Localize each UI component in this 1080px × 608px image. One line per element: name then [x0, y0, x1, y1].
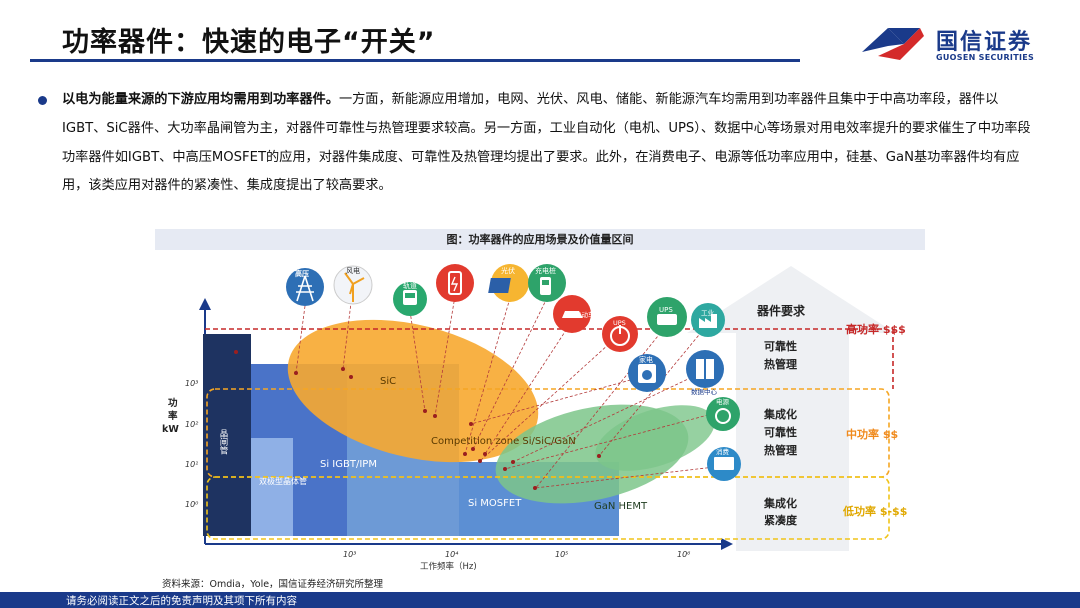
ups-battery-icon: [647, 297, 687, 337]
y-axis-label-1: 功: [168, 397, 178, 409]
mid-req-2: 可靠性: [764, 425, 797, 439]
y-tick-1000: 10³: [185, 379, 198, 388]
bjt-label: 双极型晶体管: [259, 476, 307, 486]
leader-dots: [234, 350, 601, 490]
low-power-label: 低功率 $-$$: [842, 504, 907, 518]
figure-title: 图：功率器件的应用场景及价值量区间: [155, 229, 925, 250]
y-axis-label-unit: kW: [162, 424, 179, 435]
wind-icon: [333, 265, 373, 305]
sic-ellipse: [287, 319, 539, 463]
industry-icon-label: 工业: [701, 308, 715, 317]
paragraph-text: 一方面，新能源应用增加，电网、光伏、风电、储能、新能源汽车均需用到功率器件且集中…: [62, 92, 1031, 194]
si-mosfet-label: Si MOSFET: [468, 498, 522, 509]
x-tick-1e5: 10⁵: [555, 550, 568, 559]
pv-icon-label: 光伏: [501, 266, 515, 275]
charger-icon: [528, 264, 566, 302]
industry-icon: [691, 303, 725, 337]
mid-power-label: 中功率 $$: [846, 427, 898, 441]
logo-name-cn: 国信证券: [936, 30, 1033, 55]
rail-icon-label: 轨道: [403, 281, 417, 290]
company-logo: 国信证券 GUOSEN SECURITIES: [858, 22, 1038, 66]
low-power-band: [206, 476, 890, 540]
x-tick-1e3: 10³: [343, 550, 356, 559]
gan-ellipse-edge: [595, 405, 715, 471]
consumer-icon: [707, 447, 741, 481]
power-icon-label: 电源: [716, 397, 730, 406]
x-axis-arrow-icon: [721, 538, 733, 550]
x-tick-1e6: 10⁶: [677, 550, 691, 559]
logo-mark-icon: [862, 28, 924, 60]
mid-power-band: [206, 388, 890, 478]
x-axis-label: 工作频率（Hz): [420, 561, 477, 571]
y-axis-label-2: 率: [168, 410, 178, 422]
power-device-diagram: 10³ 10² 10¹ 10⁰ 功 率 kW 10³ 10⁴ 10⁵ 10⁶ 工…: [162, 264, 907, 571]
background-up-arrow: [687, 266, 895, 551]
figure: 10³ 10² 10¹ 10⁰ 功 率 kW 10³ 10⁴ 10⁵ 10⁶ 工…: [155, 226, 925, 571]
y-tick-100: 10²: [185, 420, 199, 429]
storage-icon: [436, 264, 474, 302]
thyristor-region: [203, 334, 251, 536]
page-title: 功率器件：快速的电子“开关”: [62, 27, 436, 58]
bullet-icon: [38, 96, 47, 105]
bjt-label-text: 双极型晶体管: [259, 476, 307, 486]
ev-icon: [553, 295, 591, 333]
competition-label: Competition zone Si/SiC/GaN: [431, 436, 576, 447]
grid-icon: [286, 268, 324, 306]
datacenter-icon-label: 数据中心: [691, 387, 718, 396]
footer-bar: 请务必阅读正文之后的免责声明及其项下所有内容: [0, 592, 1080, 608]
sic-label: SiC: [380, 376, 396, 387]
body-paragraph: 以电为能量来源的下游应用均需用到功率器件。一方面，新能源应用增加，电网、光伏、风…: [62, 86, 1037, 201]
paragraph-lead: 以电为能量来源的下游应用均需用到功率器件。: [62, 92, 339, 107]
appliance-icon-label: 家电: [639, 355, 653, 364]
low-req-2: 紧凑度: [764, 513, 798, 527]
y-tick-1: 10⁰: [185, 500, 199, 509]
consumer-icon-label: 消费: [716, 447, 730, 456]
charger-icon-label: 充电桩: [535, 266, 556, 275]
high-req-1: 可靠性: [764, 339, 797, 353]
title-underline: [30, 59, 800, 62]
bjt-region: [251, 438, 293, 536]
leader-lines: [295, 285, 724, 490]
logo-name-en: GUOSEN SECURITIES: [936, 53, 1035, 62]
power-supply-icon: [706, 397, 740, 431]
thyristor-label: 晶闸管: [218, 429, 228, 455]
ev-icon-label: 电动车: [575, 310, 595, 319]
si-igbt-label: Si IGBT/IPM: [320, 459, 377, 470]
mid-req-3: 热管理: [764, 443, 797, 457]
low-req-1: 集成化: [763, 496, 797, 510]
mid-req-1: 集成化: [763, 407, 797, 421]
y-axis-arrow-icon: [199, 298, 211, 310]
y-tick-10: 10¹: [185, 460, 198, 469]
x-tick-1e4: 10⁴: [445, 550, 459, 559]
ups-battery-icon-label: UPS: [659, 306, 673, 314]
wind-icon-label: 风电: [346, 266, 360, 275]
high-req-2: 热管理: [764, 357, 797, 371]
requirements-title: 器件要求: [756, 303, 806, 318]
high-power-label: 高功率 $$$: [846, 322, 906, 336]
source-note: 资料来源：Omdia，Yole，国信证券经济研究所整理: [162, 579, 384, 590]
rail-icon: [393, 282, 427, 316]
gan-label: GaN HEMT: [594, 501, 648, 512]
pv-icon: [488, 264, 529, 302]
appliance-icon: [628, 354, 666, 392]
ups-icon-label: UPS: [613, 319, 626, 327]
footer-disclaimer: 请务必阅读正文之后的免责声明及其项下所有内容: [66, 595, 297, 607]
grid-icon-label: 高压: [295, 269, 309, 278]
datacenter-icon: [686, 350, 724, 388]
ups-icon: [602, 316, 638, 352]
